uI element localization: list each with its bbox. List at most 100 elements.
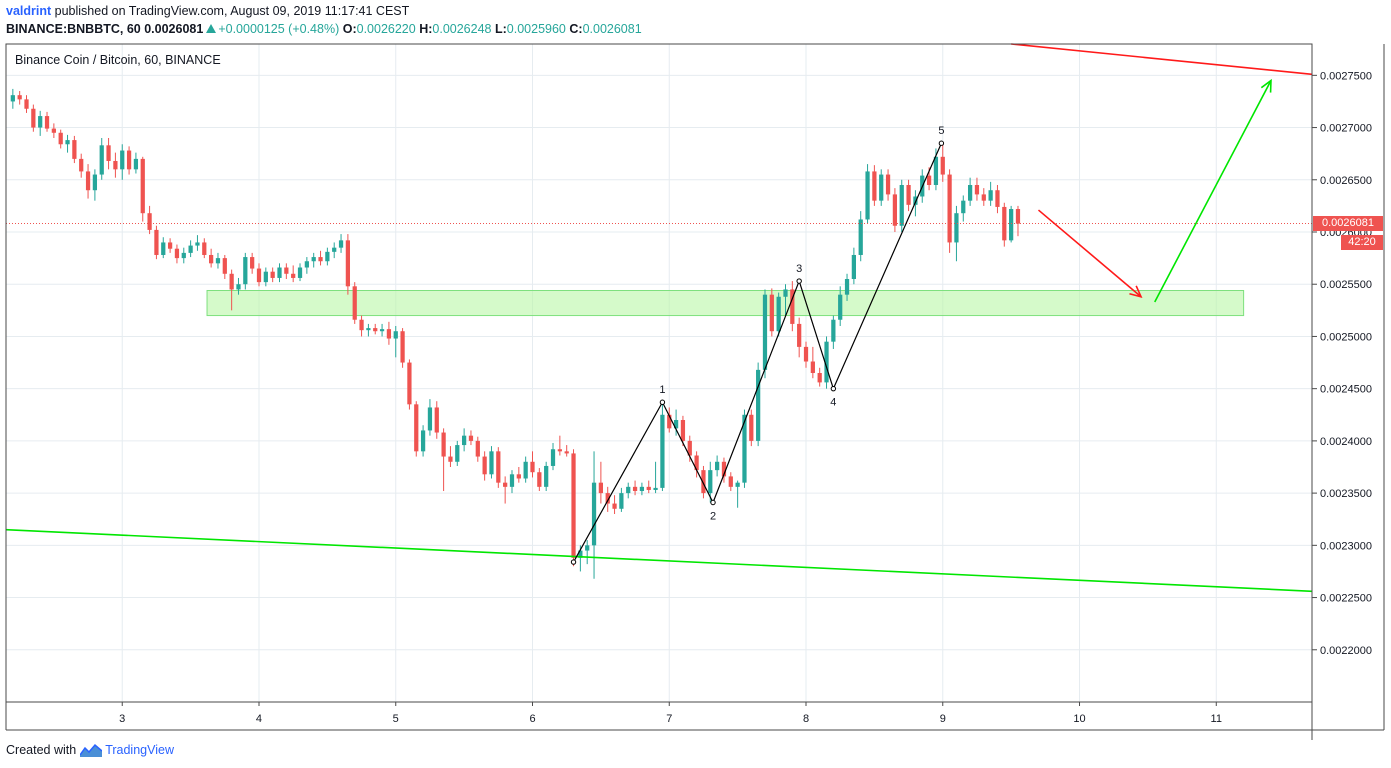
change-value: +0.0000125 (+0.48%) <box>218 22 340 36</box>
wave-point <box>710 499 716 506</box>
candle-down <box>974 185 980 195</box>
candle-down <box>728 476 733 487</box>
candle-up <box>332 247 337 252</box>
candle-up <box>338 240 344 248</box>
candle-down <box>632 486 638 492</box>
candle-down <box>571 453 576 558</box>
candle-up <box>838 294 843 320</box>
candle-down <box>72 140 77 159</box>
candle-up <box>420 430 426 452</box>
candle-up <box>708 470 713 494</box>
plot-frame <box>5 43 1313 703</box>
candle-down <box>995 190 1000 207</box>
candle-down <box>270 271 275 278</box>
candle-down <box>85 171 91 191</box>
candle-up <box>462 435 467 446</box>
candle-down <box>530 461 535 473</box>
chart-title: Binance Coin / Bitcoin, 60, BINANCE <box>15 53 221 67</box>
candle-down <box>605 493 610 504</box>
wave-label-3: 3 <box>796 263 802 275</box>
high-value: 0.0026248 <box>432 22 492 36</box>
candle-up <box>844 279 850 295</box>
current-price-tag: 0.0026081 <box>1313 216 1383 231</box>
candle-down <box>407 362 412 405</box>
wave-point <box>830 385 837 392</box>
candle-up <box>304 261 309 268</box>
candle-down <box>749 414 754 441</box>
candle-down <box>680 420 686 441</box>
ohlc-bar: BINANCE:BNBBTC, 60 0.0026081 +0.0000125 (… <box>6 22 642 36</box>
candle-up <box>133 158 139 170</box>
candle-down <box>667 414 672 429</box>
candle-down <box>113 160 118 170</box>
candle-down <box>44 116 50 129</box>
x-tick-label: 4 <box>256 713 262 725</box>
candle-down <box>352 286 357 320</box>
candle-up <box>311 257 316 262</box>
tradingview-link[interactable]: TradingView <box>105 743 174 757</box>
candle-down <box>564 451 569 454</box>
bar-countdown-tag: 42:20 <box>1341 235 1383 250</box>
candle-up <box>325 251 330 262</box>
support-zone <box>206 289 1245 317</box>
arrow-up <box>1154 80 1272 303</box>
candle-up <box>195 242 200 246</box>
candle-up <box>933 156 939 185</box>
close-label: C: <box>569 22 583 36</box>
candle-up <box>619 493 624 509</box>
candle-up <box>120 150 125 170</box>
y-tick-label: 0.0025000 <box>1320 331 1372 343</box>
candle-down <box>598 482 603 494</box>
candle-down <box>359 319 364 331</box>
high-label: H: <box>419 22 433 36</box>
open-value: 0.0026220 <box>356 22 416 36</box>
support-trendline <box>5 528 1313 593</box>
x-tick-label: 6 <box>529 713 535 725</box>
candle-up <box>988 190 993 201</box>
candle-up <box>297 267 303 278</box>
candle-down <box>256 268 262 283</box>
candle-down <box>147 213 152 230</box>
wave-label-5: 5 <box>938 125 944 137</box>
candle-down <box>872 171 877 201</box>
candle-down <box>981 194 986 201</box>
candle-up <box>865 171 870 220</box>
x-tick-label: 11 <box>1211 713 1222 725</box>
candle-up <box>99 145 104 175</box>
candle-up <box>38 116 43 128</box>
candle-up <box>585 545 590 551</box>
candle-down <box>209 254 214 264</box>
close-value: 0.0026081 <box>582 22 642 36</box>
candle-down <box>475 440 480 457</box>
candle-up <box>756 369 761 441</box>
candle-down <box>154 229 159 255</box>
candle-down <box>250 257 255 269</box>
candle-up <box>578 550 583 558</box>
candle-down <box>803 346 809 362</box>
candle-up <box>715 461 720 471</box>
candle-down <box>58 132 63 145</box>
candle-up <box>653 487 658 490</box>
candle-up <box>954 213 959 243</box>
candle-down <box>537 472 542 487</box>
candle-up <box>455 445 460 462</box>
candle-up <box>824 341 829 383</box>
candle-down <box>557 449 562 452</box>
wave-label-2: 2 <box>710 511 716 523</box>
candle-up <box>509 474 515 487</box>
last-price: 0.0026081 <box>144 22 204 36</box>
candle-up <box>742 414 747 483</box>
candle-up <box>591 482 597 546</box>
candle-up <box>366 328 371 331</box>
x-tick-label: 8 <box>803 713 809 725</box>
up-triangle-icon <box>206 24 217 33</box>
candle-up <box>913 196 918 205</box>
wave-point <box>796 278 802 284</box>
candlestick-chart[interactable]: 1 2 3 4 5 0.0027500 0.0027000 0.0026500 0.00260… <box>0 0 1391 740</box>
y-tick-label: 0.0022000 <box>1320 645 1372 657</box>
candle-down <box>810 361 815 373</box>
candle-down <box>318 257 323 262</box>
candle-up <box>879 174 884 201</box>
candle-up <box>967 185 973 201</box>
author-link[interactable]: valdrint <box>6 4 52 18</box>
